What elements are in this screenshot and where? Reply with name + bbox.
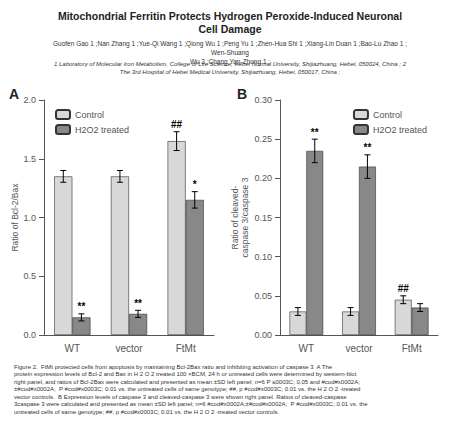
svg-text:H2O2 treated: H2O2 treated bbox=[75, 125, 129, 135]
svg-text:Cell Damage: Cell Damage bbox=[198, 23, 261, 35]
svg-text:B: B bbox=[237, 86, 247, 102]
svg-text:Control: Control bbox=[75, 110, 104, 120]
svg-text:Wen-Shuang: Wen-Shuang bbox=[211, 49, 249, 57]
svg-text:**: ** bbox=[364, 142, 372, 153]
svg-text:1 Laboratory of Molecular Iron: 1 Laboratory of Molecular Iron Metabolis… bbox=[54, 61, 407, 67]
svg-text:0.0: 0.0 bbox=[23, 330, 36, 340]
svg-text:0.10: 0.10 bbox=[254, 252, 272, 262]
svg-text:1.0: 1.0 bbox=[23, 213, 36, 223]
svg-text:Ratio of Bcl-2/Bax: Ratio of Bcl-2/Bax bbox=[10, 183, 20, 252]
svg-text:##: ## bbox=[171, 119, 183, 130]
svg-text:Control: Control bbox=[373, 110, 402, 120]
svg-text:vector controls. B Expression: vector controls. B Expression levels of … bbox=[14, 394, 348, 400]
svg-text:**: ** bbox=[134, 298, 142, 309]
svg-text:0.30: 0.30 bbox=[254, 95, 272, 105]
svg-text:H2O2 treated: H2O2 treated bbox=[373, 125, 427, 135]
svg-text:Ratio of cleaved-: Ratio of cleaved- bbox=[230, 185, 240, 249]
svg-text:3caspase 3 were calculated and: 3caspase 3 were calculated and presented… bbox=[14, 401, 369, 407]
svg-text:Mitochondrial Ferritin Protect: Mitochondrial Ferritin Protects Hydrogen… bbox=[58, 10, 402, 22]
svg-text:1.5: 1.5 bbox=[23, 154, 36, 164]
svg-text:**: ** bbox=[78, 301, 86, 312]
svg-text:protein expression levels of B: protein expression levels of Bcl-2 and B… bbox=[14, 371, 358, 377]
svg-text:0.05: 0.05 bbox=[254, 291, 272, 301]
svg-text:0.20: 0.20 bbox=[254, 173, 272, 183]
svg-text:FtMt: FtMt bbox=[176, 343, 196, 354]
svg-text:##: ## bbox=[398, 283, 410, 294]
svg-text:Figure 2. FtMt protected cell: Figure 2. FtMt protected cells from apop… bbox=[14, 364, 334, 370]
svg-text:vector: vector bbox=[115, 343, 143, 354]
svg-text:WT: WT bbox=[65, 343, 81, 354]
svg-text:FtMt: FtMt bbox=[402, 343, 422, 354]
svg-text:A: A bbox=[9, 86, 19, 102]
svg-text:WT: WT bbox=[299, 343, 315, 354]
svg-text:**: ** bbox=[311, 127, 319, 138]
svg-text:*: * bbox=[193, 179, 197, 190]
svg-text:vector: vector bbox=[345, 343, 373, 354]
svg-text:0.25: 0.25 bbox=[254, 134, 272, 144]
svg-text:±#cod#x0002A; P #cod#x0003C;: ±#cod#x0002A; P #cod#x0003C; 0.01 vs. th… bbox=[14, 386, 362, 392]
svg-text:caspase 3/caspase 3: caspase 3/caspase 3 bbox=[240, 177, 250, 257]
svg-text:0.15: 0.15 bbox=[254, 213, 272, 223]
svg-text:0.5: 0.5 bbox=[23, 271, 36, 281]
svg-text:right panel, and ratios of Bcl: right panel, and ratios of Bcl-2Bax were… bbox=[14, 379, 360, 385]
svg-text:Guofen Gao 1 ;Nan Zhang 1 ;Yue: Guofen Gao 1 ;Nan Zhang 1 ;Yue-Qi Wang 1… bbox=[53, 40, 407, 48]
svg-text:The 3rd Hospital of Hebei Medi: The 3rd Hospital of Hebei Medical Univer… bbox=[120, 69, 341, 75]
svg-text:0.00: 0.00 bbox=[254, 330, 272, 340]
svg-text:untreated cells of same genoty: untreated cells of same genotype; ##, p … bbox=[14, 409, 279, 415]
svg-text:2.0: 2.0 bbox=[23, 95, 36, 105]
